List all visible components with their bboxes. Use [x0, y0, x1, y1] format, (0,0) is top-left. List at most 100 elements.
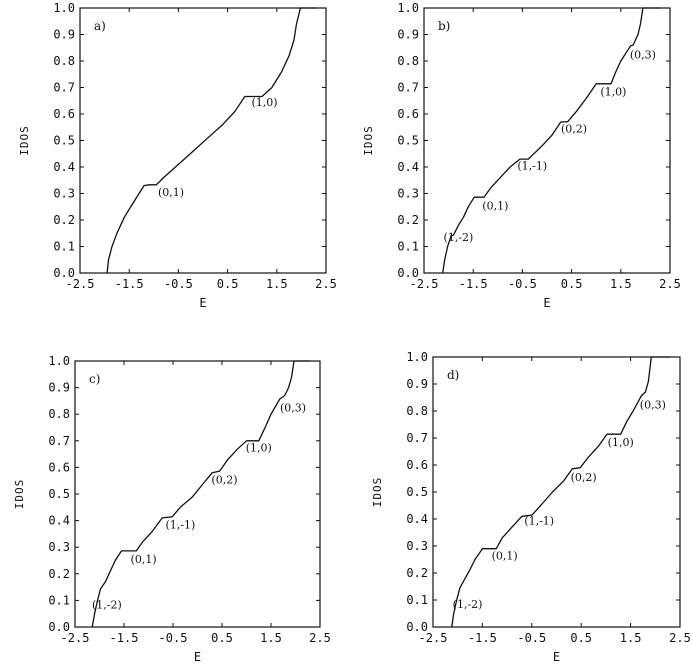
x-tick-label: 2.5 [659, 277, 681, 291]
gap-label: (0,2) [211, 473, 237, 486]
y-tick-label: 0.0 [406, 620, 428, 634]
y-tick-label: 0.7 [397, 81, 419, 95]
y-tick-label: 0.5 [53, 134, 75, 148]
y-tick-label: 0.1 [406, 593, 428, 607]
y-tick-label: 0.0 [48, 620, 70, 634]
gap-label: (0,2) [571, 471, 597, 484]
x-tick-label: -1.5 [459, 277, 488, 291]
panel-label: b) [438, 19, 450, 33]
y-tick-label: 0.3 [48, 540, 70, 554]
y-tick-label: 0.0 [397, 266, 419, 280]
y-tick-label: 0.8 [406, 404, 428, 418]
y-tick-label: 0.4 [53, 160, 75, 174]
y-tick-label: 0.5 [397, 134, 419, 148]
idos-curve [106, 7, 317, 274]
panel-label: d) [447, 368, 459, 382]
y-tick-label: 0.6 [406, 458, 428, 472]
gap-label: (0,3) [640, 398, 666, 411]
y-tick-label: 0.5 [406, 485, 428, 499]
x-tick-label: 2.5 [315, 277, 337, 291]
chart-panel-1: 0.0 0.1 0.2 0.3 0.4 0.5 0.6 0.7 0.8 0.9 1.0 -2.5 -1.… [18, 1, 337, 310]
x-tick-label: -1.5 [468, 631, 497, 645]
y-tick-label: 0.8 [48, 407, 70, 421]
y-tick-label: 1.0 [53, 1, 75, 15]
x-tick-label: 0.5 [561, 277, 583, 291]
gap-label: (1,-2) [453, 598, 483, 611]
y-tick-label: 1.0 [48, 354, 70, 368]
chart-panel-2: 0.0 0.1 0.2 0.3 0.4 0.5 0.6 0.7 0.8 0.9 1.0 -2.5 -1.… [362, 1, 681, 310]
x-axis-label: E [543, 296, 550, 310]
x-tick-label: 2.5 [669, 631, 691, 645]
x-tick-label: 2.5 [309, 631, 331, 645]
y-tick-label: 1.0 [397, 1, 419, 15]
x-tick-label: 0.5 [211, 631, 233, 645]
gap-label: (0,3) [630, 48, 656, 61]
y-tick-label: 0.9 [406, 377, 428, 391]
gap-label: (1,0) [608, 436, 634, 449]
gap-label: (1,-2) [444, 231, 474, 244]
gap-label: (1,-2) [92, 598, 122, 611]
gap-label: (1,0) [251, 96, 277, 109]
gap-label: (0,3) [280, 402, 306, 415]
y-tick-label: 0.1 [397, 240, 419, 254]
y-tick-label: 0.7 [53, 81, 75, 95]
idos-curve [91, 360, 311, 628]
y-tick-label: 0.7 [406, 431, 428, 445]
panel-label: c) [89, 372, 100, 386]
y-tick-label: 0.4 [48, 514, 70, 528]
y-tick-label: 0.4 [397, 160, 419, 174]
gap-label: (1,-1) [517, 160, 547, 173]
x-tick-label: -1.5 [110, 631, 139, 645]
y-tick-label: 0.8 [53, 54, 75, 68]
x-axis-label: E [194, 650, 201, 664]
gap-label: (0,1) [158, 186, 184, 199]
x-tick-label: 1.5 [610, 277, 632, 291]
x-tick-label: -2.5 [66, 277, 95, 291]
x-tick-label: -0.5 [517, 631, 546, 645]
gap-label: (0,1) [482, 199, 508, 212]
panel-label: a) [94, 19, 106, 33]
gap-label: (1,-1) [165, 519, 195, 532]
y-tick-label: 0.9 [53, 28, 75, 42]
x-tick-label: 1.5 [620, 631, 642, 645]
y-axis-label: IDOS [13, 479, 26, 510]
gap-label: (1,0) [600, 85, 626, 98]
y-tick-label: 0.4 [406, 512, 428, 526]
x-tick-label: -0.5 [508, 277, 537, 291]
gap-label: (1,0) [246, 441, 272, 454]
y-tick-label: 0.3 [406, 539, 428, 553]
y-tick-label: 0.7 [48, 434, 70, 448]
y-tick-label: 0.2 [53, 213, 75, 227]
x-tick-label: -1.5 [115, 277, 144, 291]
gap-label: (0,2) [561, 123, 587, 136]
y-tick-label: 0.6 [48, 460, 70, 474]
x-tick-label: 1.5 [266, 277, 288, 291]
gap-label: (0,1) [131, 553, 157, 566]
x-tick-label: -0.5 [164, 277, 193, 291]
y-tick-label: 0.3 [397, 187, 419, 201]
y-tick-label: 0.9 [48, 381, 70, 395]
y-tick-label: 0.6 [397, 107, 419, 121]
x-tick-label: -2.5 [61, 631, 90, 645]
y-tick-label: 0.5 [48, 487, 70, 501]
x-tick-label: 0.5 [570, 631, 592, 645]
y-axis-label: IDOS [362, 125, 375, 156]
y-tick-label: 0.0 [53, 266, 75, 280]
y-axis-label: IDOS [371, 477, 384, 508]
x-tick-label: 1.5 [260, 631, 282, 645]
x-tick-label: -0.5 [159, 631, 188, 645]
gap-label: (0,1) [492, 550, 518, 563]
y-tick-label: 0.6 [53, 107, 75, 121]
y-tick-label: 0.1 [53, 240, 75, 254]
chart-panel-3: 0.0 0.1 0.2 0.3 0.4 0.5 0.6 0.7 0.8 0.9 1.0 -2.5 -1.… [13, 354, 331, 664]
y-tick-label: 0.2 [397, 213, 419, 227]
y-tick-label: 1.0 [406, 350, 428, 364]
idos-curve [442, 7, 661, 274]
y-tick-label: 0.1 [48, 593, 70, 607]
x-tick-label: -2.5 [419, 631, 448, 645]
y-tick-label: 0.2 [48, 567, 70, 581]
y-tick-label: 0.2 [406, 566, 428, 580]
y-axis-label: IDOS [18, 125, 31, 156]
x-tick-label: -2.5 [410, 277, 439, 291]
